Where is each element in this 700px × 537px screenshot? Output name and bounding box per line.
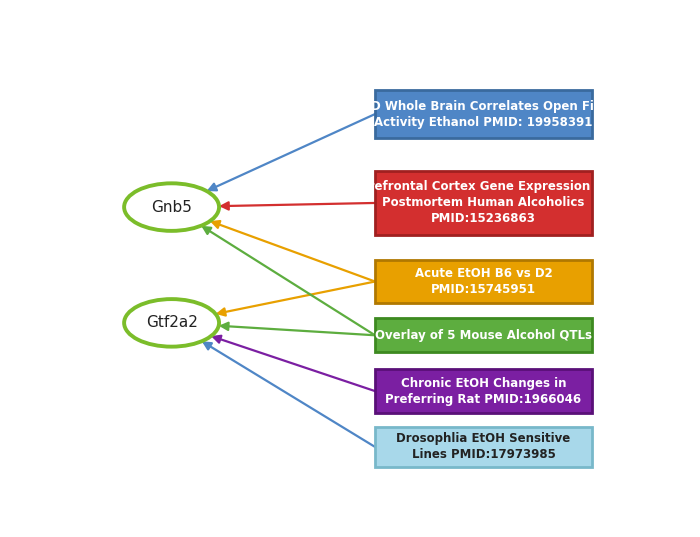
Text: Chronic EtOH Changes in
Preferring Rat PMID:1966046: Chronic EtOH Changes in Preferring Rat P…	[386, 376, 582, 405]
FancyBboxPatch shape	[375, 171, 592, 235]
FancyBboxPatch shape	[375, 318, 592, 352]
FancyBboxPatch shape	[375, 427, 592, 467]
FancyBboxPatch shape	[375, 90, 592, 138]
FancyBboxPatch shape	[375, 369, 592, 413]
Text: Gnb5: Gnb5	[151, 200, 192, 215]
FancyBboxPatch shape	[375, 260, 592, 303]
Ellipse shape	[124, 183, 219, 231]
Text: Overlay of 5 Mouse Alcohol QTLs: Overlay of 5 Mouse Alcohol QTLs	[375, 329, 592, 342]
Text: Prefrontal Cortex Gene Expression in
Postmortem Human Alcoholics
PMID:15236863: Prefrontal Cortex Gene Expression in Pos…	[360, 180, 607, 226]
Text: Drosophlia EtOH Sensitive
Lines PMID:17973985: Drosophlia EtOH Sensitive Lines PMID:179…	[396, 432, 570, 461]
Text: Acute EtOH B6 vs D2
PMID:15745951: Acute EtOH B6 vs D2 PMID:15745951	[414, 267, 552, 296]
Text: BXD Whole Brain Correlates Open Field
Activity Ethanol PMID: 19958391: BXD Whole Brain Correlates Open Field Ac…	[353, 99, 614, 128]
Ellipse shape	[124, 299, 219, 347]
Text: Gtf2a2: Gtf2a2	[146, 315, 197, 330]
